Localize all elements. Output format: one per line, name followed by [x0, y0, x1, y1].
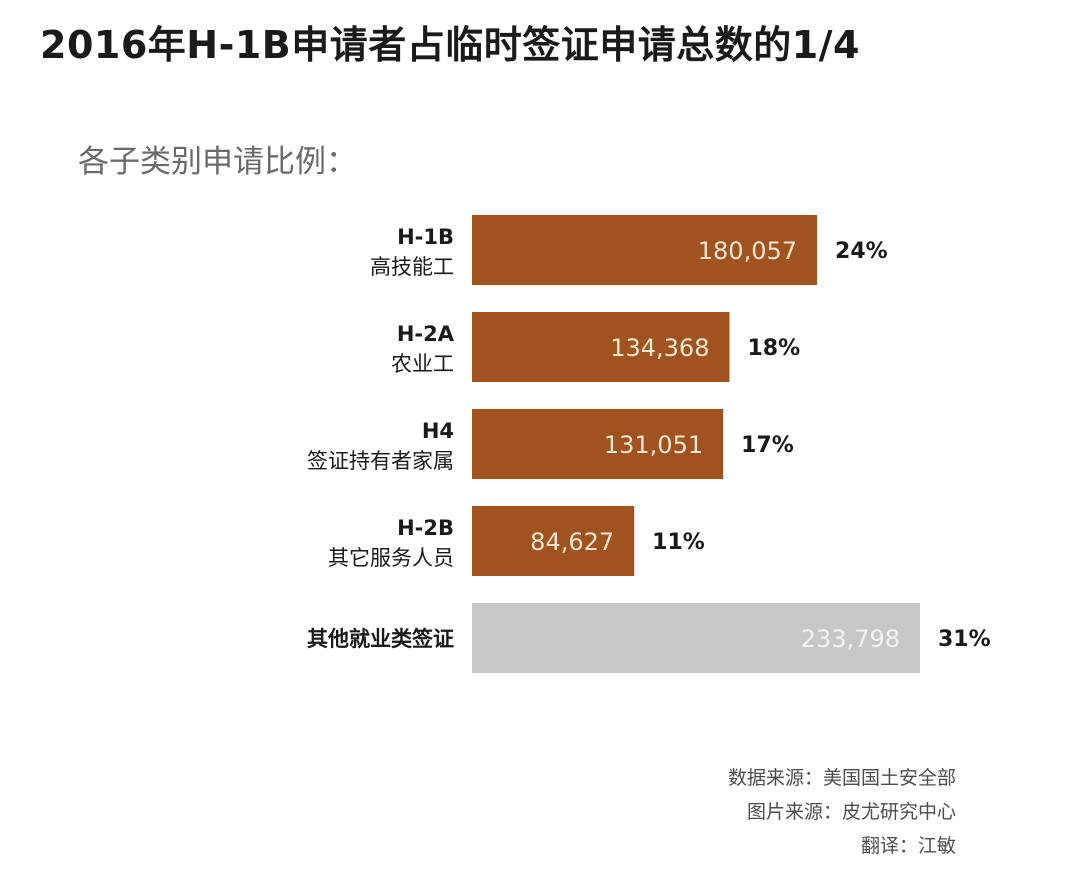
- bar-0: [472, 215, 818, 285]
- category-code-label: H-2B: [397, 516, 454, 540]
- bar-value-label: 134,368: [610, 334, 709, 362]
- chart-title: 2016年H-1B申请者占临时签证申请总数的1/4: [40, 23, 861, 67]
- bar-2: [472, 409, 724, 479]
- category-name-label: 其它服务人员: [328, 546, 454, 570]
- bar-value-label: 233,798: [801, 625, 900, 653]
- category-name-label: 高技能工: [370, 255, 454, 279]
- bar-percent-label: 18%: [747, 336, 800, 361]
- category-code-label: H-1B: [397, 225, 454, 249]
- bar-percent-label: 31%: [938, 627, 991, 652]
- bar-percent-label: 24%: [835, 239, 888, 264]
- data-source-note: 数据来源：美国国土安全部: [727, 767, 956, 789]
- bar-3: [472, 506, 635, 576]
- bar-1: [472, 312, 730, 382]
- category-name-label: 农业工: [391, 352, 454, 376]
- bar-value-label: 131,051: [604, 431, 703, 459]
- bar-value-label: 84,627: [530, 528, 614, 556]
- bar-percent-label: 11%: [652, 530, 705, 555]
- bar-value-label: 180,057: [698, 237, 797, 265]
- category-code-label: H4: [422, 419, 454, 443]
- category-code-label: H-2A: [397, 322, 455, 346]
- translator-note: 翻译：江敏: [860, 835, 956, 857]
- category-name-label: 其他就业类签证: [307, 627, 454, 651]
- image-source-note: 图片来源：皮尤研究中心: [746, 801, 956, 823]
- bar-4: [472, 603, 920, 673]
- chart-subtitle: 各子类别申请比例：: [78, 144, 357, 180]
- bar-percent-label: 17%: [741, 433, 794, 458]
- category-name-label: 签证持有者家属: [307, 449, 454, 473]
